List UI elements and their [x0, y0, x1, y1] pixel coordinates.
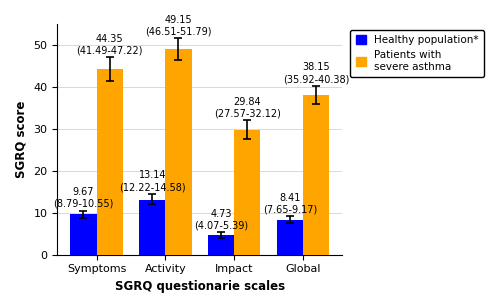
Text: 13.14
(12.22-14.58): 13.14 (12.22-14.58): [119, 170, 186, 192]
Text: 8.41
(7.65-9.17): 8.41 (7.65-9.17): [263, 193, 317, 215]
Bar: [96, 69, 122, 255]
Bar: [303, 95, 330, 255]
Text: 44.35
(41.49-47.22): 44.35 (41.49-47.22): [76, 34, 143, 55]
Bar: [70, 214, 97, 255]
Legend: Healthy population*, Patients with
severe asthma: Healthy population*, Patients with sever…: [350, 30, 484, 77]
Bar: [234, 130, 260, 255]
Text: 29.84
(27.57-32.12): 29.84 (27.57-32.12): [214, 97, 281, 119]
Text: 9.67
(8.79-10.55): 9.67 (8.79-10.55): [53, 187, 114, 209]
Bar: [277, 220, 303, 255]
Text: 4.73
(4.07-5.39): 4.73 (4.07-5.39): [194, 209, 248, 230]
Y-axis label: SGRQ score: SGRQ score: [15, 101, 28, 178]
Bar: [208, 235, 234, 255]
Text: 38.15
(35.92-40.38): 38.15 (35.92-40.38): [283, 63, 350, 84]
X-axis label: SGRQ questionarie scales: SGRQ questionarie scales: [115, 280, 285, 293]
Text: 49.15
(46.51-51.79): 49.15 (46.51-51.79): [145, 15, 212, 36]
Bar: [166, 49, 192, 255]
Bar: [139, 200, 166, 255]
